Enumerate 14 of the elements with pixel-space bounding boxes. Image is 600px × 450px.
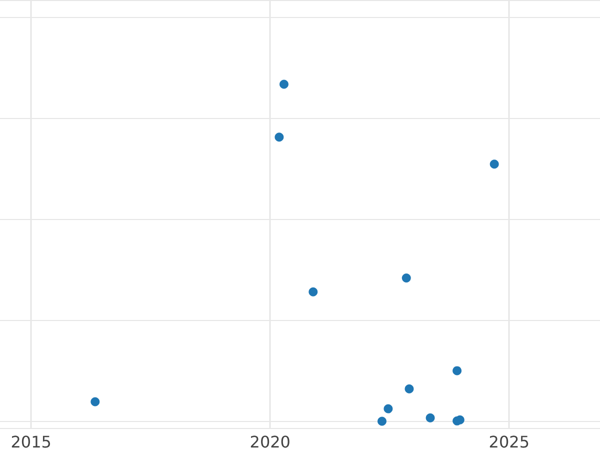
point — [279, 80, 288, 89]
x-tick-label: 2020 — [250, 432, 290, 450]
point — [402, 274, 411, 283]
point — [90, 397, 100, 406]
point — [404, 384, 414, 394]
point — [308, 287, 318, 296]
point — [490, 160, 499, 169]
x-tick-label: 2015 — [10, 432, 52, 450]
point — [384, 404, 393, 414]
point — [452, 366, 462, 376]
point — [378, 416, 386, 426]
x-tick-label: 2025 — [488, 432, 530, 450]
point — [274, 132, 284, 142]
point — [426, 413, 435, 422]
